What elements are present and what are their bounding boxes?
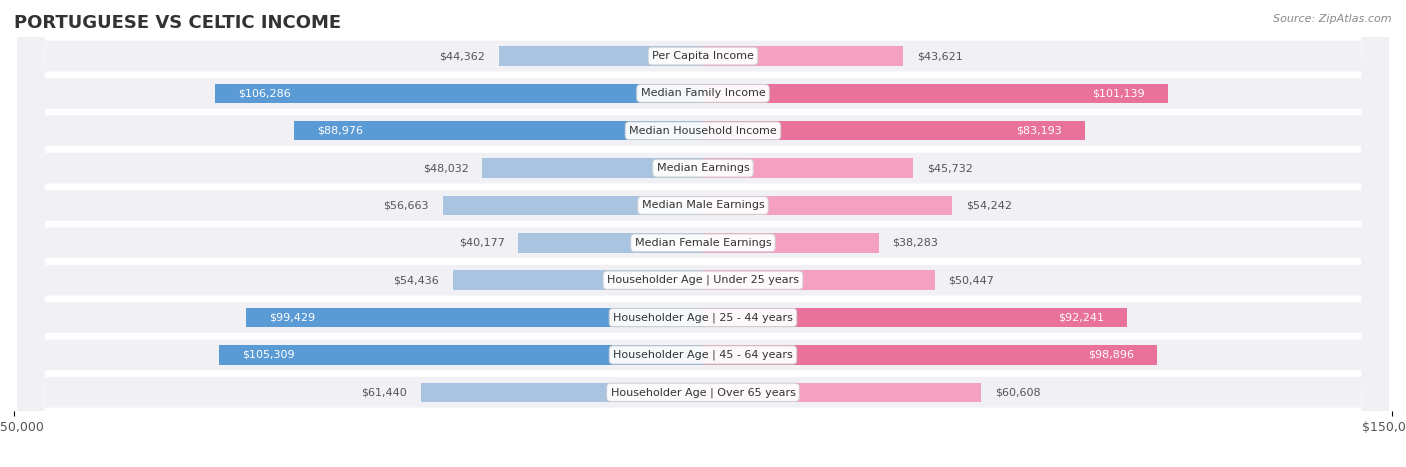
FancyBboxPatch shape bbox=[17, 0, 1389, 467]
Text: $99,429: $99,429 bbox=[270, 312, 315, 323]
Text: $38,283: $38,283 bbox=[893, 238, 938, 248]
Text: Householder Age | Under 25 years: Householder Age | Under 25 years bbox=[607, 275, 799, 285]
Text: $105,309: $105,309 bbox=[242, 350, 295, 360]
Text: Per Capita Income: Per Capita Income bbox=[652, 51, 754, 61]
Text: Median Male Earnings: Median Male Earnings bbox=[641, 200, 765, 211]
Bar bbox=[499, 46, 703, 66]
Text: $88,976: $88,976 bbox=[318, 126, 363, 136]
Text: PORTUGUESE VS CELTIC INCOME: PORTUGUESE VS CELTIC INCOME bbox=[14, 14, 342, 32]
FancyBboxPatch shape bbox=[17, 0, 1389, 467]
FancyBboxPatch shape bbox=[17, 0, 1389, 467]
Bar bbox=[215, 84, 703, 103]
Text: $98,896: $98,896 bbox=[1088, 350, 1135, 360]
Bar bbox=[703, 233, 879, 253]
Text: $56,663: $56,663 bbox=[384, 200, 429, 211]
Bar bbox=[703, 345, 1157, 365]
Text: Householder Age | 45 - 64 years: Householder Age | 45 - 64 years bbox=[613, 350, 793, 360]
Bar bbox=[294, 121, 703, 141]
Text: $45,732: $45,732 bbox=[927, 163, 973, 173]
FancyBboxPatch shape bbox=[17, 0, 1389, 467]
Bar bbox=[482, 158, 703, 178]
Bar bbox=[703, 158, 912, 178]
Bar bbox=[703, 308, 1126, 327]
Text: Median Household Income: Median Household Income bbox=[628, 126, 778, 136]
Bar bbox=[453, 270, 703, 290]
Text: Householder Age | 25 - 44 years: Householder Age | 25 - 44 years bbox=[613, 312, 793, 323]
Bar bbox=[420, 382, 703, 402]
Text: $54,436: $54,436 bbox=[394, 275, 439, 285]
Bar bbox=[219, 345, 703, 365]
Text: $83,193: $83,193 bbox=[1017, 126, 1062, 136]
Bar bbox=[443, 196, 703, 215]
FancyBboxPatch shape bbox=[17, 0, 1389, 467]
Text: $101,139: $101,139 bbox=[1092, 88, 1144, 99]
Bar bbox=[703, 270, 935, 290]
Bar bbox=[703, 46, 903, 66]
Text: Median Family Income: Median Family Income bbox=[641, 88, 765, 99]
Text: $44,362: $44,362 bbox=[440, 51, 485, 61]
Text: Median Earnings: Median Earnings bbox=[657, 163, 749, 173]
Bar bbox=[703, 121, 1085, 141]
Text: Median Female Earnings: Median Female Earnings bbox=[634, 238, 772, 248]
FancyBboxPatch shape bbox=[17, 0, 1389, 467]
Text: Householder Age | Over 65 years: Householder Age | Over 65 years bbox=[610, 387, 796, 397]
Text: $61,440: $61,440 bbox=[361, 387, 406, 397]
Text: $106,286: $106,286 bbox=[238, 88, 291, 99]
FancyBboxPatch shape bbox=[17, 0, 1389, 467]
Text: Source: ZipAtlas.com: Source: ZipAtlas.com bbox=[1274, 14, 1392, 24]
FancyBboxPatch shape bbox=[17, 0, 1389, 467]
Bar bbox=[703, 382, 981, 402]
FancyBboxPatch shape bbox=[17, 0, 1389, 467]
Text: $43,621: $43,621 bbox=[917, 51, 963, 61]
Text: $60,608: $60,608 bbox=[995, 387, 1040, 397]
Bar bbox=[703, 196, 952, 215]
Bar bbox=[246, 308, 703, 327]
Bar bbox=[519, 233, 703, 253]
FancyBboxPatch shape bbox=[17, 0, 1389, 467]
Text: $48,032: $48,032 bbox=[423, 163, 468, 173]
Text: $54,242: $54,242 bbox=[966, 200, 1012, 211]
Text: $50,447: $50,447 bbox=[949, 275, 994, 285]
Text: $40,177: $40,177 bbox=[458, 238, 505, 248]
Text: $92,241: $92,241 bbox=[1057, 312, 1104, 323]
Bar bbox=[703, 84, 1167, 103]
